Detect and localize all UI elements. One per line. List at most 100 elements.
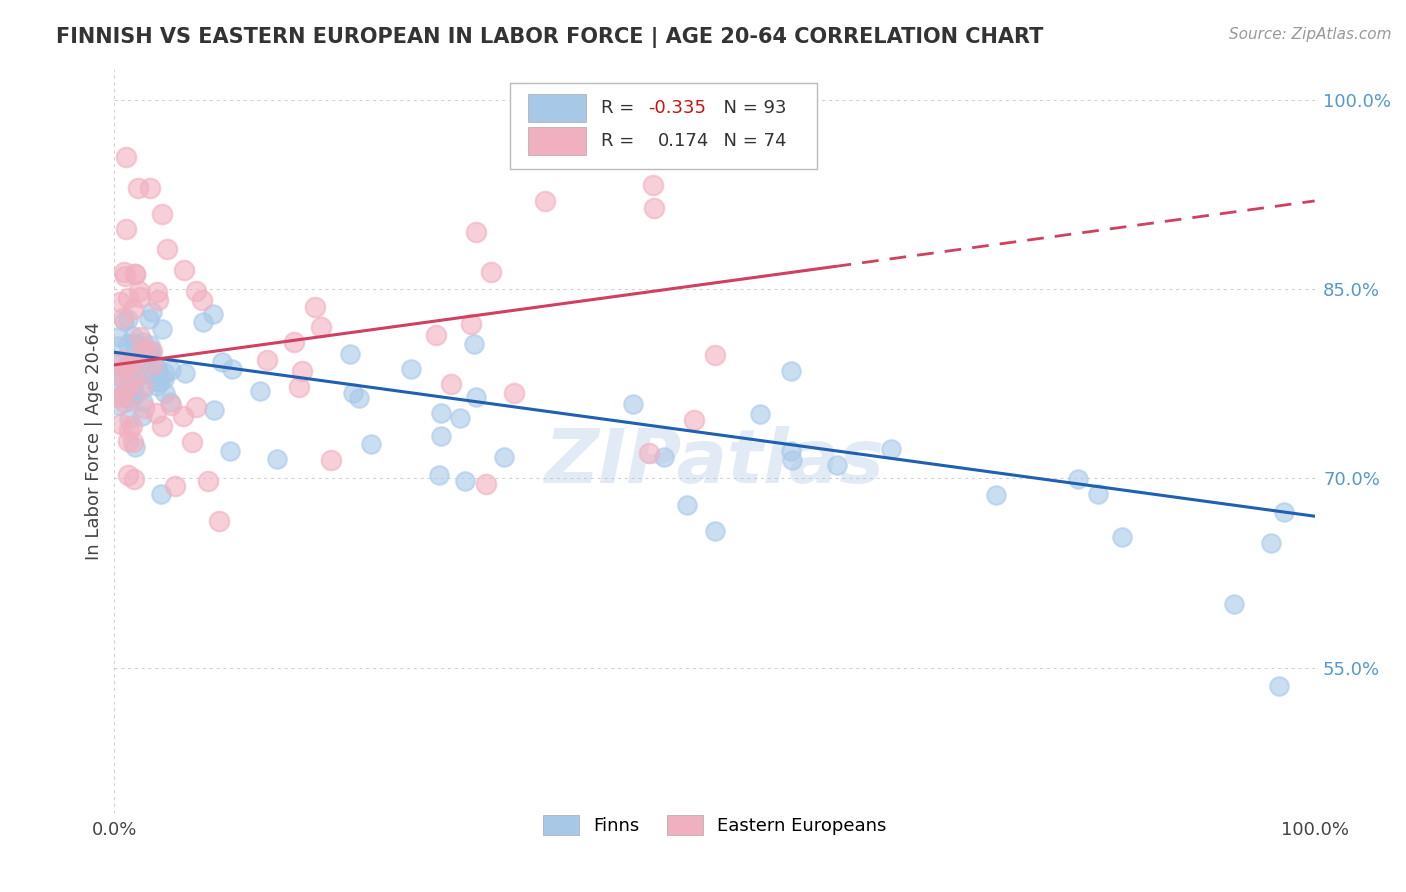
Point <box>112 311 135 326</box>
Point <box>117 336 139 351</box>
Point <box>112 394 135 409</box>
Point <box>139 338 162 352</box>
Point <box>117 356 139 370</box>
Y-axis label: In Labor Force | Age 20-64: In Labor Force | Age 20-64 <box>86 321 103 559</box>
Point <box>146 285 169 300</box>
Point <box>399 362 422 376</box>
Point <box>115 150 138 164</box>
Text: Source: ZipAtlas.com: Source: ZipAtlas.com <box>1229 27 1392 42</box>
Point <box>153 366 176 380</box>
Point <box>112 265 135 279</box>
Point <box>156 242 179 256</box>
Point <box>180 434 202 449</box>
FancyBboxPatch shape <box>510 83 817 169</box>
Point <box>145 406 167 420</box>
Point <box>104 366 127 380</box>
Point <box>112 387 135 401</box>
Point <box>117 291 139 305</box>
Point <box>683 413 706 427</box>
Point <box>120 392 142 407</box>
Point <box>1111 530 1133 544</box>
Point <box>141 305 163 319</box>
Point <box>117 468 139 483</box>
Point <box>120 379 142 393</box>
Point <box>129 330 152 344</box>
Point <box>430 406 453 420</box>
Point <box>479 265 502 279</box>
Point <box>703 348 725 362</box>
Point <box>190 293 212 307</box>
Point <box>108 330 131 344</box>
Point <box>124 440 146 454</box>
Point <box>131 379 153 393</box>
Point <box>118 423 141 437</box>
Point <box>454 474 477 488</box>
Point <box>141 358 163 372</box>
Point <box>427 467 450 482</box>
Point <box>643 201 665 215</box>
Point <box>107 399 129 413</box>
Point <box>780 363 803 377</box>
Point <box>347 391 370 405</box>
Point <box>111 352 134 367</box>
Point <box>124 371 146 385</box>
Point <box>122 335 145 350</box>
Point <box>128 285 150 299</box>
Point <box>115 379 138 393</box>
Point <box>425 327 447 342</box>
Point <box>825 458 848 473</box>
Text: ZIPatlas: ZIPatlas <box>544 426 884 500</box>
Point <box>1222 597 1244 611</box>
Point <box>141 343 163 358</box>
Point <box>266 451 288 466</box>
Point <box>125 355 148 369</box>
Point <box>107 376 129 390</box>
Legend: Finns, Eastern Europeans: Finns, Eastern Europeans <box>534 805 896 845</box>
Point <box>150 419 173 434</box>
Point <box>107 358 129 372</box>
Point <box>184 284 207 298</box>
Point <box>117 434 139 449</box>
Point <box>128 290 150 304</box>
Point <box>118 412 141 426</box>
Point <box>131 394 153 409</box>
Point <box>145 374 167 388</box>
Point <box>503 386 526 401</box>
Point <box>984 488 1007 502</box>
Point <box>159 362 181 376</box>
Point <box>122 328 145 343</box>
Point <box>108 390 131 404</box>
Point <box>288 380 311 394</box>
Point <box>115 361 138 376</box>
Point <box>112 361 135 376</box>
Point <box>1272 505 1295 519</box>
Point <box>122 370 145 384</box>
Point <box>207 514 229 528</box>
Point <box>124 357 146 371</box>
Point <box>172 409 194 423</box>
Point <box>534 194 557 208</box>
Point <box>221 362 243 376</box>
Point <box>112 387 135 401</box>
Point <box>623 397 645 411</box>
Point <box>1087 487 1109 501</box>
Point <box>460 317 482 331</box>
Point <box>124 387 146 401</box>
Point <box>108 294 131 309</box>
Point <box>153 386 176 401</box>
Point <box>430 429 453 443</box>
Point <box>197 475 219 489</box>
Point <box>492 450 515 464</box>
Point <box>1067 472 1090 486</box>
Point <box>139 181 162 195</box>
Text: -0.335: -0.335 <box>648 99 707 117</box>
Point <box>321 452 343 467</box>
Point <box>132 382 155 396</box>
Point <box>475 477 498 491</box>
Point <box>122 301 145 316</box>
Point <box>138 348 160 362</box>
Point <box>173 366 195 380</box>
Point <box>256 352 278 367</box>
Point <box>110 417 132 432</box>
Point <box>676 498 699 512</box>
